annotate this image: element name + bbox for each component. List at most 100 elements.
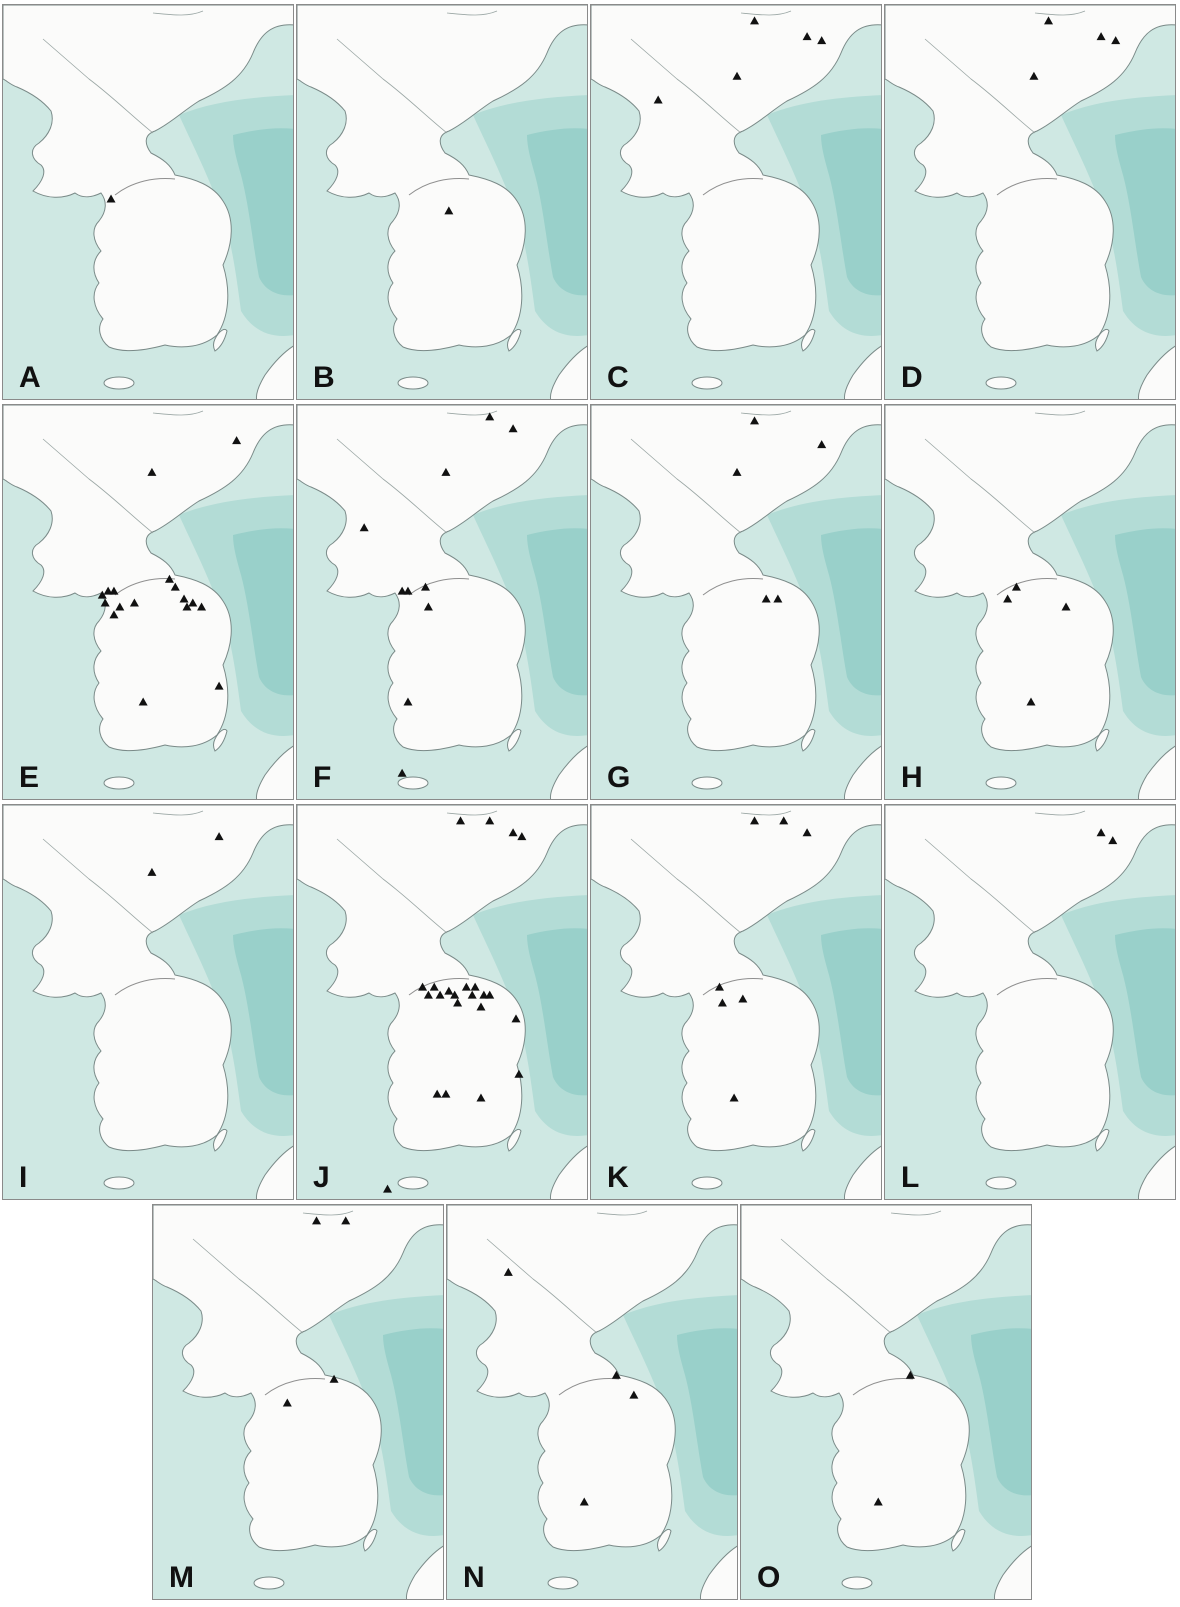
site-marker-triangle-icon [397,768,407,777]
peninsula-landmass [3,5,293,352]
site-marker-triangle-icon [1011,582,1021,591]
site-marker-triangle-icon [109,610,119,619]
site-marker-triangle-icon [170,582,180,591]
site-marker-triangle-icon [329,1374,339,1383]
site-marker-triangle-icon [717,998,727,1007]
japan-coast [550,345,587,399]
site-marker-triangle-icon [1044,16,1054,25]
japan-coast [844,1145,881,1199]
panel-label: D [901,361,923,394]
japan-coast [844,745,881,799]
site-marker-triangle-icon [773,594,783,603]
map-panel-k: K [590,804,882,1200]
site-marker-triangle-icon [115,602,125,611]
site-marker-triangle-icon [444,206,454,215]
map-panel-a: A [2,4,294,400]
tsushima-island [801,328,816,352]
panel-label: N [463,1561,485,1594]
panel-label: B [313,361,335,394]
site-marker-triangle-icon [214,832,224,841]
tsushima-island [1095,728,1110,752]
panel-label: K [607,1161,629,1194]
peninsula-landmass [3,805,293,1152]
site-marker-triangle-icon [467,990,477,999]
site-marker-triangle-icon [485,816,495,825]
site-marker-triangle-icon [423,602,433,611]
jeju-island [103,1176,135,1190]
panel-label: C [607,361,629,394]
site-marker-triangle-icon [750,816,760,825]
korean-peninsula-map [3,405,293,799]
site-marker-triangle-icon [441,467,451,476]
site-marker-triangle-icon [1061,602,1071,611]
site-marker-triangle-icon [461,982,471,991]
jeju-island [691,1176,723,1190]
site-marker-triangle-icon [817,36,827,45]
site-marker-triangle-icon [1003,594,1013,603]
site-marker-triangle-icon [629,1390,639,1399]
japan-coast [256,345,293,399]
site-marker-triangle-icon [312,1216,322,1225]
peninsula-landmass [885,405,1175,752]
japan-coast [256,1145,293,1199]
tsushima-island [213,328,228,352]
panel-label: L [901,1161,920,1194]
site-marker-triangle-icon [508,828,518,837]
korean-peninsula-map [591,405,881,799]
site-marker-triangle-icon [106,194,116,203]
site-marker-triangle-icon [97,590,107,599]
korean-peninsula-map [447,1205,737,1599]
peninsula-landmass [153,1205,443,1552]
tsushima-island [801,728,816,752]
site-marker-triangle-icon [1111,36,1121,45]
site-marker-triangle-icon [232,436,242,445]
site-marker-triangle-icon [485,990,495,999]
site-marker-triangle-icon [1096,32,1106,41]
korean-peninsula-map [297,405,587,799]
japan-coast [1138,1145,1175,1199]
site-marker-triangle-icon [138,697,148,706]
peninsula-landmass [3,405,293,752]
tsushima-island [507,328,522,352]
jeju-island [103,776,135,790]
site-marker-triangle-icon [817,440,827,449]
korean-peninsula-map [741,1205,1031,1599]
map-panel-d: D [884,4,1176,400]
site-marker-triangle-icon [450,990,460,999]
peninsula-landmass [297,5,587,352]
site-marker-triangle-icon [188,598,198,607]
tsushima-island [801,1128,816,1152]
site-marker-triangle-icon [738,994,748,1003]
tsushima-island [951,1528,966,1552]
jeju-island [985,776,1017,790]
site-marker-triangle-icon [282,1398,292,1407]
site-marker-triangle-icon [514,1069,524,1078]
site-marker-triangle-icon [341,1216,351,1225]
japan-coast [550,745,587,799]
map-panel-g: G [590,404,882,800]
site-marker-triangle-icon [182,602,192,611]
japan-coast [844,345,881,399]
tsushima-island [363,1528,378,1552]
site-marker-triangle-icon [476,1093,486,1102]
site-marker-triangle-icon [1108,836,1118,845]
site-marker-triangle-icon [611,1370,621,1379]
panel-label: H [901,761,923,794]
jeju-island [397,776,429,790]
site-marker-triangle-icon [418,982,428,991]
korean-peninsula-map [3,5,293,399]
site-marker-triangle-icon [511,1014,521,1023]
peninsula-landmass [885,5,1175,352]
site-marker-triangle-icon [403,586,413,595]
japan-coast [1138,745,1175,799]
site-marker-triangle-icon [653,95,663,104]
site-marker-triangle-icon [432,1089,442,1098]
map-panel-h: H [884,404,1176,800]
map-panel-o: O [740,1204,1032,1600]
jeju-island [691,776,723,790]
site-marker-triangle-icon [750,16,760,25]
site-marker-triangle-icon [1026,697,1036,706]
korean-peninsula-map [153,1205,443,1599]
site-marker-triangle-icon [1096,828,1106,837]
site-marker-triangle-icon [732,467,742,476]
